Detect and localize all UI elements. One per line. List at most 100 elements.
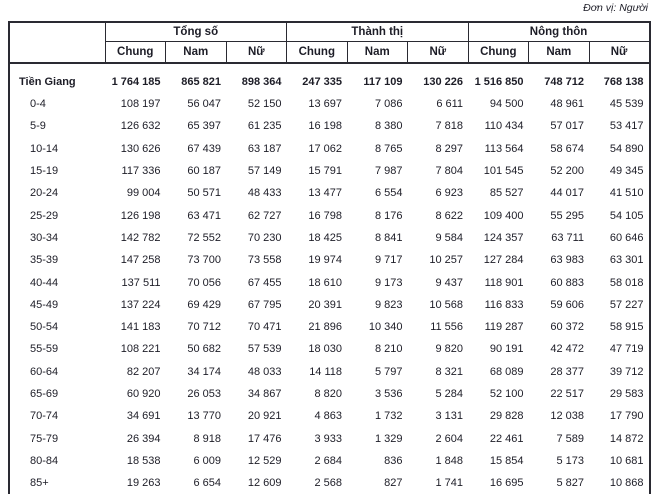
- value-cell: 70 712: [187, 321, 221, 334]
- value-cell: 113 564: [484, 142, 524, 155]
- value-cell: 50 571: [187, 187, 221, 200]
- value-cell: 7 589: [556, 432, 585, 445]
- value-cell: 101 545: [483, 165, 524, 178]
- value-cell: 6 554: [374, 187, 403, 200]
- row-label: 30-34: [30, 231, 59, 244]
- table-row: 5-9 126 632 65 397 61 235 16 198 8 380 7 818 11…: [9, 115, 650, 137]
- value-cell: 7 818: [435, 120, 464, 133]
- value-cell: 3 536: [374, 388, 403, 400]
- row-label: 35-39: [30, 254, 59, 267]
- value-cell: 126 198: [120, 209, 161, 222]
- row-label: 70-74: [30, 410, 59, 423]
- value-cell: 9 717: [374, 254, 403, 267]
- value-cell: 10 340: [368, 321, 403, 334]
- table-row: 70-74 34 691 13 770 20 921 4 863 1 732 3 131 29…: [9, 405, 650, 427]
- table-row: 30-34 142 782 72 552 70 230 18 425 8 841 9 584…: [9, 227, 650, 249]
- value-cell: 17 062: [308, 142, 343, 155]
- table-row: 25-29 126 198 63 471 62 727 16 798 8 176 8 622…: [9, 204, 650, 226]
- value-cell: 94 500: [489, 98, 524, 111]
- value-cell: 1 516 850: [474, 75, 524, 88]
- value-cell: 29 828: [489, 410, 524, 423]
- value-cell: 118 901: [484, 276, 524, 289]
- row-label: 5-9: [30, 120, 46, 133]
- table-header: Tổng số Thành thị Nông thôn Chung Nam Nữ Ch…: [9, 22, 650, 64]
- value-cell: 5 827: [556, 477, 585, 490]
- column-header-8: Nữ: [588, 41, 650, 64]
- value-cell: 110 434: [484, 120, 524, 133]
- column-header-5: Nữ: [407, 41, 469, 64]
- value-cell: 8 380: [374, 120, 403, 133]
- value-cell: 68 089: [489, 365, 524, 378]
- value-cell: 142 782: [120, 231, 161, 244]
- value-cell: 34 867: [247, 388, 282, 400]
- value-cell: 865 821: [181, 75, 221, 88]
- row-label: 55-59: [30, 343, 59, 356]
- value-cell: 1 329: [374, 432, 403, 445]
- value-cell: 63 983: [550, 254, 585, 267]
- value-cell: 29 583: [609, 388, 644, 400]
- value-cell: 8 765: [374, 142, 403, 155]
- value-cell: 9 584: [435, 231, 464, 244]
- value-cell: 48 961: [550, 98, 585, 111]
- value-cell: 137 224: [120, 298, 161, 311]
- value-cell: 17 790: [609, 410, 644, 423]
- column-header-0: Chung: [104, 41, 166, 64]
- value-cell: 17 476: [247, 432, 282, 445]
- value-cell: 52 150: [247, 98, 282, 111]
- group-header-row: Tổng số Thành thị Nông thôn: [9, 22, 650, 64]
- value-cell: 126 632: [120, 120, 161, 133]
- value-cell: 60 646: [609, 231, 644, 244]
- corner-cell: [9, 22, 106, 64]
- value-cell: 108 221: [120, 343, 161, 356]
- value-cell: 836: [384, 454, 403, 467]
- value-cell: 8 622: [435, 209, 464, 222]
- value-cell: 10 568: [429, 298, 464, 311]
- value-cell: 9 437: [435, 276, 464, 289]
- row-label: Tiền Giang: [19, 75, 76, 88]
- table-row: 20-24 99 004 50 571 48 433 13 477 6 554 6 923 8…: [9, 182, 650, 204]
- value-cell: 67 455: [247, 276, 282, 289]
- value-cell: 12 529: [247, 454, 282, 467]
- value-cell: 8 820: [314, 388, 343, 400]
- row-label: 45-49: [30, 298, 59, 311]
- value-cell: 14 118: [309, 365, 343, 378]
- value-cell: 8 321: [435, 365, 464, 378]
- value-cell: 2 684: [314, 454, 343, 467]
- value-cell: 26 053: [187, 388, 221, 400]
- value-cell: 130 626: [120, 142, 161, 155]
- value-cell: 56 047: [187, 98, 221, 111]
- value-cell: 42 472: [550, 343, 585, 356]
- value-cell: 16 695: [489, 477, 524, 490]
- table-row: 35-39 147 258 73 700 73 558 19 974 9 717 10 25…: [9, 249, 650, 271]
- table-row: 10-14 130 626 67 439 63 187 17 062 8 765 8 297…: [9, 138, 650, 160]
- value-cell: 109 400: [483, 209, 524, 222]
- row-label: 85+: [30, 477, 49, 490]
- value-cell: 63 301: [609, 254, 644, 267]
- table-row: 60-64 82 207 34 174 48 033 14 118 5 797 8 321 6…: [9, 361, 650, 383]
- value-cell: 28 377: [550, 365, 585, 378]
- value-cell: 20 921: [247, 410, 282, 423]
- value-cell: 22 461: [489, 432, 524, 445]
- column-header-4: Nam: [346, 41, 408, 64]
- table-row: 75-79 26 394 8 918 17 476 3 933 1 329 2 604 22 …: [9, 427, 650, 449]
- value-cell: 9 823: [374, 298, 403, 311]
- value-cell: 63 187: [247, 142, 282, 155]
- value-cell: 2 568: [314, 477, 343, 490]
- unit-label: Đơn vị: Người: [583, 2, 648, 14]
- value-cell: 15 791: [308, 165, 343, 178]
- value-cell: 57 017: [550, 120, 585, 133]
- value-cell: 116 833: [484, 298, 524, 311]
- value-cell: 768 138: [603, 75, 644, 88]
- value-cell: 13 697: [308, 98, 343, 111]
- row-label: 25-29: [30, 209, 59, 222]
- value-cell: 8 210: [374, 343, 403, 356]
- value-cell: 11 556: [430, 321, 464, 334]
- row-label: 10-14: [30, 142, 59, 155]
- value-cell: 7 987: [374, 165, 403, 178]
- value-cell: 6 611: [436, 98, 464, 111]
- value-cell: 130 226: [423, 75, 464, 88]
- group-header-rural: Nông thôn: [467, 22, 650, 42]
- value-cell: 65 397: [187, 120, 221, 133]
- value-cell: 15 854: [489, 454, 524, 467]
- table-row: 40-44 137 511 70 056 67 455 18 610 9 173 9 437…: [9, 271, 650, 293]
